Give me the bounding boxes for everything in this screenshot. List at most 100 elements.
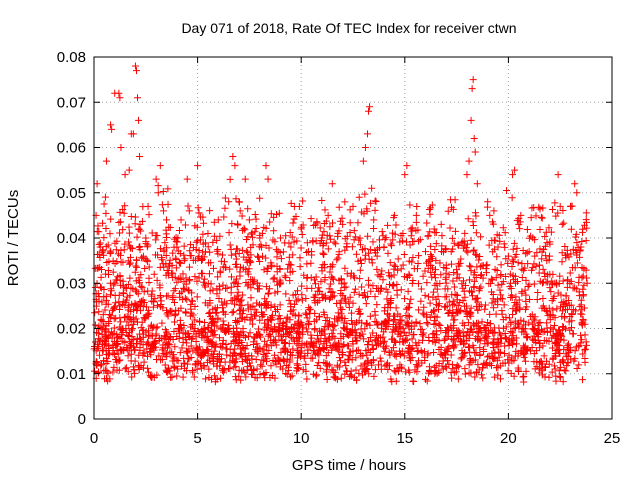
roti-point: [213, 308, 221, 316]
roti-point: [551, 314, 559, 322]
roti-point: [582, 209, 590, 217]
roti-point: [573, 285, 581, 293]
roti-point: [401, 171, 409, 179]
roti-point: [129, 130, 137, 138]
roti-point: [490, 340, 498, 348]
roti-point: [366, 246, 374, 254]
roti-point: [102, 292, 110, 300]
roti-point: [287, 243, 295, 251]
roti-point: [517, 316, 525, 324]
roti-point: [222, 328, 230, 336]
roti-point: [405, 323, 413, 331]
roti-point: [235, 317, 243, 325]
roti-point: [565, 253, 573, 261]
roti-point: [244, 205, 252, 213]
roti-point: [458, 280, 466, 288]
roti-point: [247, 276, 255, 284]
roti-point: [436, 259, 444, 267]
roti-point: [298, 321, 306, 329]
roti-point: [119, 258, 127, 266]
roti-point: [466, 308, 474, 316]
roti-point: [533, 358, 541, 366]
roti-point: [415, 237, 423, 245]
roti-point: [364, 293, 372, 301]
roti-point: [512, 293, 520, 301]
roti-point: [472, 273, 480, 281]
roti-point: [132, 67, 140, 75]
roti-point: [283, 370, 291, 378]
roti-point: [336, 363, 344, 371]
roti-point: [393, 281, 401, 289]
roti-point: [173, 243, 181, 251]
roti-point: [469, 320, 477, 328]
roti-point: [321, 206, 329, 214]
roti-point: [554, 289, 562, 297]
roti-point: [513, 244, 521, 252]
roti-point: [173, 278, 181, 286]
roti-point: [540, 352, 548, 360]
roti-point: [397, 232, 405, 240]
roti-point: [432, 257, 440, 265]
roti-point: [459, 284, 467, 292]
roti-point: [561, 243, 569, 251]
roti-point: [252, 215, 260, 223]
roti-point: [525, 281, 533, 289]
roti-point: [546, 240, 554, 248]
roti-point: [429, 337, 437, 345]
roti-point: [340, 279, 348, 287]
roti-point: [569, 284, 577, 292]
roti-point: [455, 260, 463, 268]
roti-point: [431, 266, 439, 274]
roti-point: [552, 212, 560, 220]
roti-point: [426, 299, 434, 307]
roti-point: [368, 184, 376, 192]
roti-point: [571, 180, 579, 188]
roti-point: [523, 333, 531, 341]
roti-point: [197, 236, 205, 244]
roti-point: [318, 197, 326, 205]
roti-point: [282, 369, 290, 377]
roti-point: [260, 266, 268, 274]
roti-point: [341, 235, 349, 243]
roti-point: [442, 245, 450, 253]
roti-point: [206, 308, 214, 316]
roti-point: [109, 341, 117, 349]
roti-point: [472, 229, 480, 237]
roti-point: [341, 198, 349, 206]
roti-point: [490, 304, 498, 312]
roti-point: [534, 322, 542, 330]
roti-point: [557, 363, 565, 371]
roti-point: [466, 331, 474, 339]
roti-point: [252, 356, 260, 364]
roti-point: [501, 342, 509, 350]
roti-point: [443, 302, 451, 310]
roti-point: [430, 288, 438, 296]
roti-point: [559, 277, 567, 285]
roti-point: [551, 350, 559, 358]
roti-point: [464, 215, 472, 223]
roti-point: [161, 326, 169, 334]
roti-point: [320, 293, 328, 301]
roti-point: [105, 351, 113, 359]
roti-point: [362, 251, 370, 259]
roti-point: [93, 180, 101, 188]
roti-point: [210, 317, 218, 325]
roti-point: [496, 375, 504, 383]
roti-point: [166, 307, 174, 315]
roti-point: [149, 344, 157, 352]
roti-point: [267, 342, 275, 350]
roti-point: [539, 342, 547, 350]
roti-point: [320, 250, 328, 258]
roti-point: [230, 279, 238, 287]
roti-point: [298, 291, 306, 299]
roti-point: [329, 219, 337, 227]
roti-point: [461, 340, 469, 348]
roti-point: [477, 371, 485, 379]
roti-point: [508, 291, 516, 299]
roti-point: [463, 171, 471, 179]
roti-point: [166, 332, 174, 340]
roti-point: [493, 231, 501, 239]
roti-point: [378, 228, 386, 236]
roti-point: [394, 255, 402, 263]
roti-point: [186, 276, 194, 284]
